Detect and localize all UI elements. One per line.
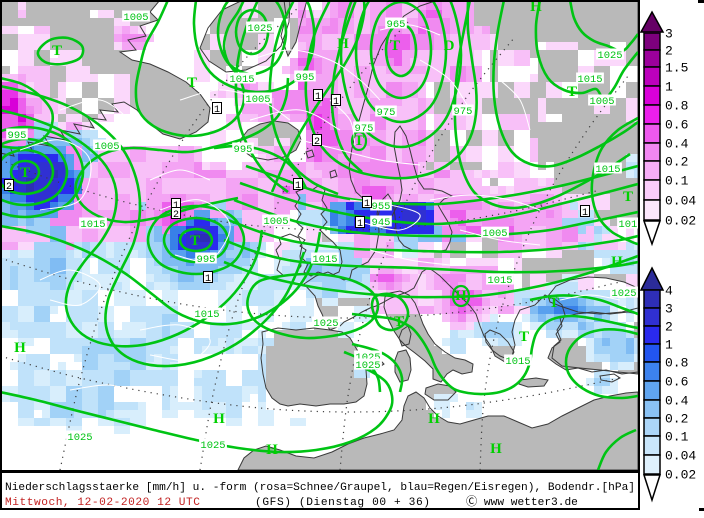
svg-text:T: T (52, 43, 62, 59)
svg-text:H: H (490, 441, 502, 457)
svg-text:2: 2 (665, 320, 673, 335)
svg-text:0.02: 0.02 (665, 468, 696, 483)
svg-text:2: 2 (314, 137, 320, 148)
svg-text:995: 995 (296, 72, 315, 84)
svg-text:1025: 1025 (67, 432, 92, 444)
svg-text:T: T (187, 75, 197, 91)
svg-text:1: 1 (364, 199, 370, 210)
svg-text:1025: 1025 (200, 440, 225, 452)
svg-text:T: T (20, 165, 30, 181)
svg-text:H: H (530, 0, 542, 15)
svg-text:1: 1 (173, 201, 179, 212)
svg-text:H: H (455, 288, 467, 304)
svg-text:T: T (354, 133, 364, 149)
svg-text:975: 975 (454, 106, 473, 118)
svg-text:1005: 1005 (263, 216, 288, 228)
svg-text:1025: 1025 (597, 50, 622, 62)
svg-text:1015: 1015 (229, 74, 254, 86)
svg-text:0.4: 0.4 (665, 137, 689, 152)
svg-text:1015: 1015 (618, 219, 643, 231)
svg-text:1015: 1015 (505, 356, 530, 368)
svg-text:(GFS) (Dienstag 00 + 36): (GFS) (Dienstag 00 + 36) (255, 497, 430, 509)
svg-text:T: T (394, 314, 404, 330)
svg-text:H: H (428, 411, 440, 427)
svg-text:975: 975 (377, 107, 396, 119)
svg-text:3: 3 (665, 302, 673, 317)
svg-text:0.6: 0.6 (665, 375, 688, 390)
svg-text:995: 995 (197, 254, 216, 266)
svg-text:965: 965 (387, 19, 406, 31)
svg-text:T: T (549, 295, 559, 311)
svg-text:1015: 1015 (194, 309, 219, 321)
svg-text:1: 1 (295, 181, 301, 192)
svg-text:0.8: 0.8 (665, 99, 688, 114)
svg-text:1025: 1025 (611, 288, 636, 300)
svg-text:0.4: 0.4 (665, 394, 689, 409)
svg-text:1: 1 (582, 208, 588, 219)
svg-text:955: 955 (372, 201, 391, 213)
svg-text:1015: 1015 (487, 275, 512, 287)
svg-text:0.6: 0.6 (665, 118, 688, 133)
svg-text:1025: 1025 (313, 318, 338, 330)
svg-text:1: 1 (333, 97, 339, 108)
svg-text:1: 1 (205, 274, 211, 285)
svg-text:1: 1 (665, 80, 673, 95)
svg-text:995: 995 (8, 130, 27, 142)
svg-text:1: 1 (357, 219, 363, 230)
svg-text:D: D (444, 38, 455, 54)
svg-text:1015: 1015 (80, 219, 105, 231)
svg-text:0.1: 0.1 (665, 430, 689, 445)
svg-text:4: 4 (665, 284, 673, 299)
svg-text:T: T (519, 329, 529, 345)
svg-text:1005: 1005 (245, 94, 270, 106)
svg-text:T: T (623, 189, 633, 205)
svg-text:1: 1 (665, 338, 673, 353)
svg-text:2: 2 (6, 182, 12, 193)
svg-text:Niederschlagsstaerke [mm/h] u.: Niederschlagsstaerke [mm/h] u. -form (ro… (5, 482, 635, 494)
svg-text:2: 2 (173, 210, 179, 221)
svg-text:1015: 1015 (577, 74, 602, 86)
svg-text:Mittwoch, 12-02-2020 12 UTC: Mittwoch, 12-02-2020 12 UTC (5, 497, 200, 509)
svg-text:0.04: 0.04 (665, 194, 696, 209)
svg-text:1005: 1005 (94, 141, 119, 153)
svg-text:995: 995 (234, 144, 253, 156)
svg-text:0.8: 0.8 (665, 356, 688, 371)
svg-text:3: 3 (665, 27, 673, 42)
svg-text:T: T (390, 38, 400, 54)
svg-text:1015: 1015 (595, 164, 620, 176)
svg-text:1025: 1025 (247, 23, 272, 35)
svg-text:0.04: 0.04 (665, 449, 696, 464)
svg-text:T: T (190, 233, 200, 249)
svg-text:H: H (213, 411, 225, 427)
svg-text:2: 2 (665, 44, 673, 59)
svg-text:T: T (567, 84, 577, 100)
svg-text:1005: 1005 (123, 12, 148, 24)
svg-text:0.2: 0.2 (665, 155, 688, 170)
svg-text:1005: 1005 (482, 228, 507, 240)
svg-text:H: H (266, 442, 278, 458)
svg-text:0.1: 0.1 (665, 174, 689, 189)
svg-text:1015: 1015 (312, 254, 337, 266)
svg-text:1: 1 (315, 92, 321, 103)
svg-text:1005: 1005 (589, 96, 614, 108)
svg-text:1025: 1025 (355, 360, 380, 372)
svg-text:0.2: 0.2 (665, 412, 688, 427)
svg-text:H: H (337, 36, 349, 52)
svg-text:975: 975 (355, 123, 374, 135)
svg-text:Ⓒ www wetter3.de: Ⓒ www wetter3.de (466, 495, 578, 509)
svg-text:H: H (14, 340, 26, 356)
svg-text:1.5: 1.5 (665, 61, 688, 76)
svg-text:0.02: 0.02 (665, 214, 696, 229)
svg-text:945: 945 (372, 217, 391, 229)
svg-text:1: 1 (214, 105, 220, 116)
svg-text:H: H (611, 254, 623, 270)
